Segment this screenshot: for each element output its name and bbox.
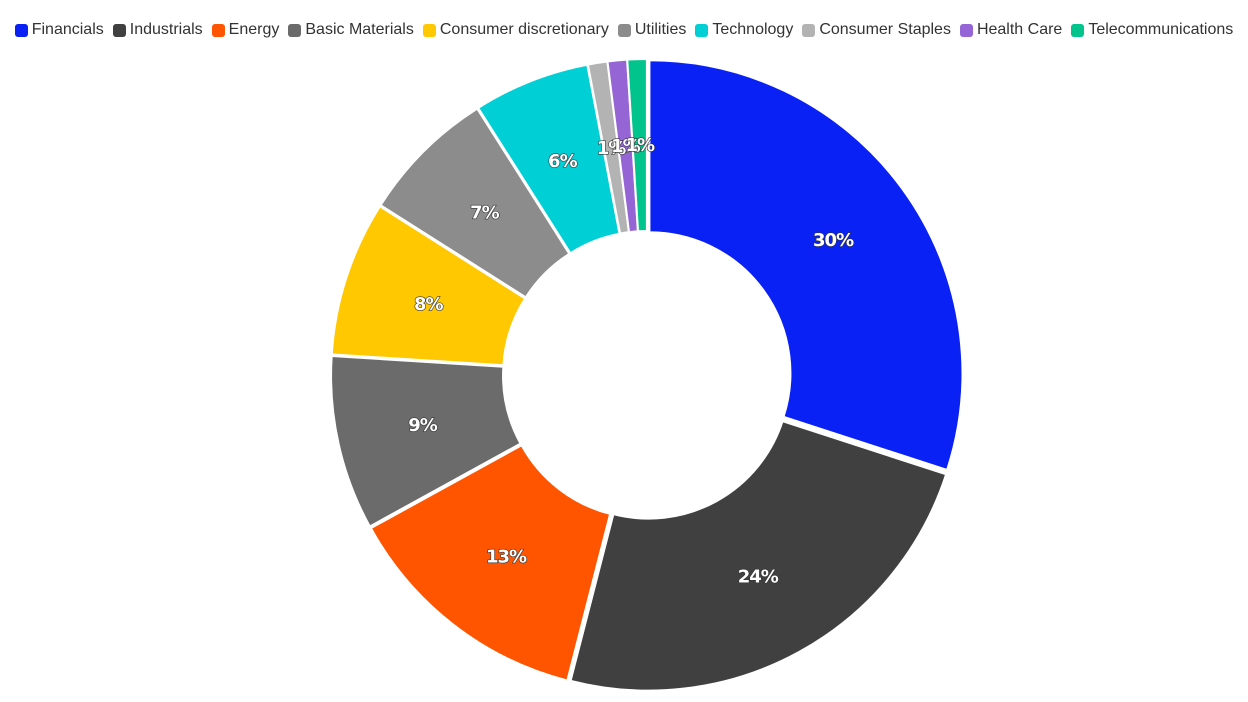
legend-swatch-energy: [211, 23, 225, 37]
slice-label-consumer-discretionary: 8%: [414, 294, 444, 315]
slice-label-technology: 6%: [548, 151, 578, 172]
legend-swatch-consumer-discretionary: [422, 23, 436, 37]
legend-item-health-care[interactable]: Health Care: [959, 21, 1063, 39]
legend-label-industrials: Industrials: [129, 21, 203, 38]
legend-label-consumer-discretionary: Consumer discretionary: [439, 21, 609, 38]
slice-label-industrials: 24%: [738, 567, 779, 588]
legend-item-basic-materials[interactable]: Basic Materials: [288, 21, 414, 39]
slice-label-health-care: 1%: [611, 136, 641, 157]
slice-label-consumer-staples: 1%: [597, 138, 627, 159]
legend-swatch-technology: [695, 23, 709, 37]
legend-swatch-basic-materials: [288, 23, 302, 37]
slice-utilities[interactable]: [379, 107, 571, 299]
legend-swatch-industrials: [112, 23, 126, 37]
slice-label-energy: 13%: [486, 547, 527, 568]
legend-swatch-utilities: [617, 23, 631, 37]
legend-swatch-financials: [14, 23, 28, 37]
legend-label-basic-materials: Basic Materials: [305, 21, 414, 38]
legend-label-telecommunications: Telecommunications: [1088, 21, 1234, 38]
slice-label-telecommunications: 1%: [625, 135, 655, 156]
slice-financials[interactable]: [648, 59, 964, 471]
legend-label-health-care: Health Care: [976, 21, 1063, 38]
legend-item-consumer-discretionary[interactable]: Consumer discretionary: [422, 21, 609, 39]
legend-item-utilities[interactable]: Utilities: [617, 21, 687, 39]
slice-basic-materials[interactable]: [330, 355, 522, 528]
legend-item-telecommunications[interactable]: Telecommunications: [1071, 21, 1233, 39]
legend-label-utilities: Utilities: [634, 21, 687, 38]
slice-label-utilities: 7%: [470, 202, 500, 223]
slice-energy[interactable]: [369, 444, 612, 682]
slice-label-financials: 30%: [813, 230, 854, 251]
legend-item-consumer-staples[interactable]: Consumer Staples: [802, 21, 951, 39]
legend-item-energy[interactable]: Energy: [211, 21, 280, 39]
chart-legend: Financials Industrials Energy Basic Mate…: [0, 18, 1248, 42]
legend-item-financials[interactable]: Financials: [14, 21, 104, 39]
legend-label-technology: Technology: [712, 21, 794, 38]
legend-label-energy: Energy: [228, 21, 280, 38]
legend-item-industrials[interactable]: Industrials: [112, 21, 203, 39]
slice-industrials[interactable]: [569, 420, 948, 692]
legend-label-financials: Financials: [31, 21, 104, 38]
legend-swatch-consumer-staples: [802, 23, 816, 37]
slice-consumer-discretionary[interactable]: [330, 205, 527, 367]
legend-swatch-health-care: [959, 23, 973, 37]
legend-item-technology[interactable]: Technology: [695, 21, 793, 39]
legend-swatch-telecommunications: [1071, 23, 1085, 37]
legend-label-consumer-staples: Consumer Staples: [819, 21, 951, 38]
slice-telecommunications[interactable]: [626, 58, 648, 233]
slice-label-basic-materials: 9%: [408, 415, 438, 436]
